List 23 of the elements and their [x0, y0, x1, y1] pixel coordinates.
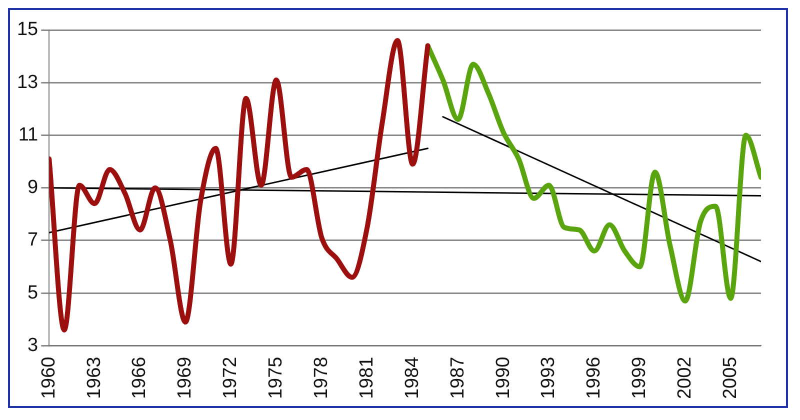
- x-tick-label: 1981: [356, 356, 378, 400]
- x-tick-label: 1999: [629, 356, 650, 400]
- x-tick-label: 1963: [84, 356, 105, 400]
- y-tick-label: 7: [28, 230, 38, 251]
- y-tick-label: 15: [16, 19, 38, 40]
- x-tick-label: 2002: [674, 356, 696, 400]
- x-tick-label: 1975: [266, 356, 287, 400]
- x-tick-label: 1960: [38, 356, 60, 400]
- y-tick-label: 5: [28, 282, 38, 304]
- x-tick-label: 1984: [402, 356, 423, 400]
- x-tick-label: 1966: [129, 356, 150, 400]
- x-tick-label: 1993: [538, 356, 560, 400]
- y-tick-label: 11: [18, 124, 38, 146]
- x-tick-label: 1987: [447, 356, 468, 400]
- x-tick-label: 1972: [220, 356, 242, 400]
- x-tick-label: 1990: [492, 356, 514, 400]
- x-tick-label: 1996: [584, 356, 605, 400]
- x-tick-label: 1978: [311, 356, 332, 400]
- x-tick-label: 1969: [174, 356, 196, 400]
- y-tick-label: 13: [16, 72, 38, 93]
- y-tick-label: 9: [28, 177, 38, 198]
- x-tick-label: 2005: [720, 356, 741, 400]
- y-tick-label: 3: [28, 334, 38, 356]
